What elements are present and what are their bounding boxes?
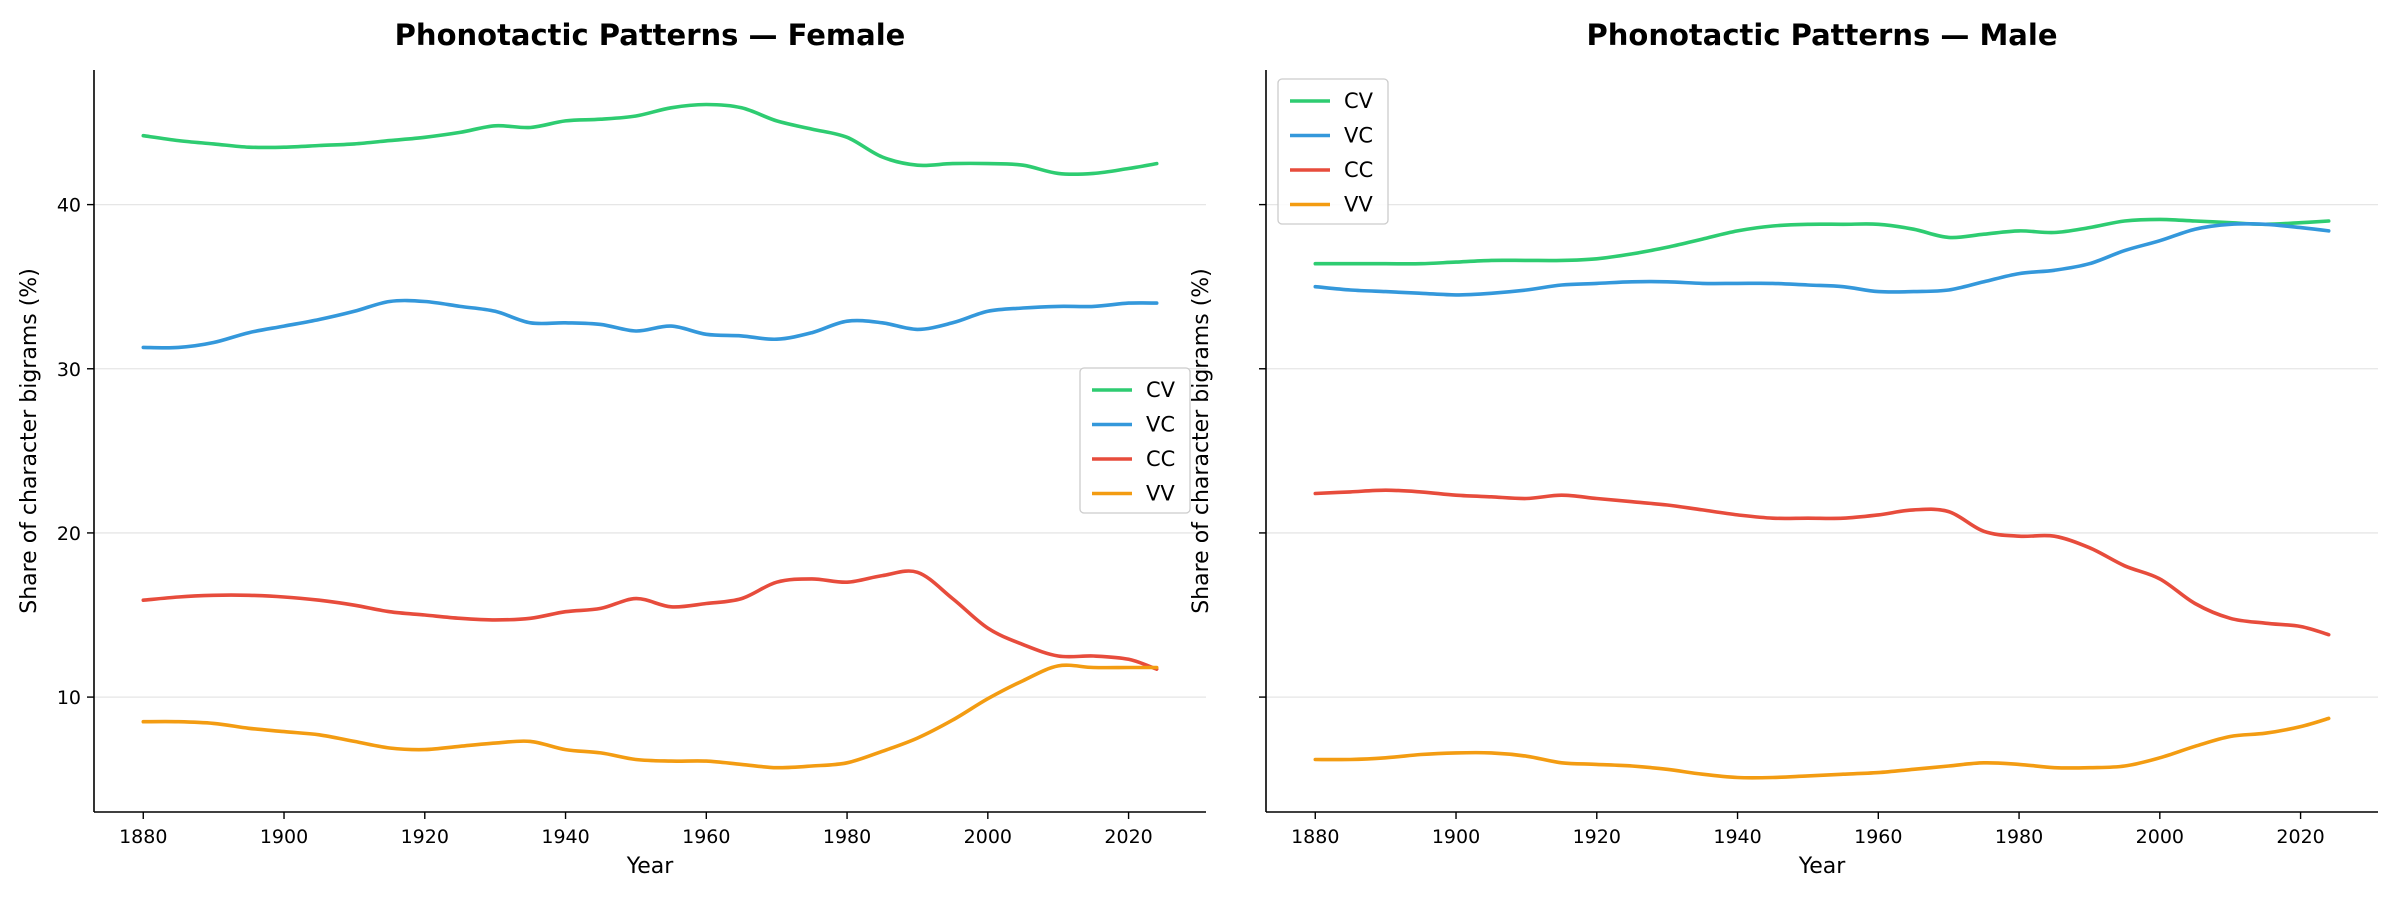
x-tick-label: 1900 xyxy=(260,826,308,848)
series-line-vv xyxy=(141,663,1159,770)
series-line-vc xyxy=(1313,222,2331,297)
legend-box xyxy=(1079,367,1191,514)
x-tick-label: 1980 xyxy=(1995,826,2043,848)
x-tick-label: 2000 xyxy=(964,826,1012,848)
legend: CV VC CC VV xyxy=(1079,367,1191,514)
chart-title: Phonotactic Patterns — Female xyxy=(395,18,906,52)
legend-label-cc: CC xyxy=(1344,158,1373,182)
x-tick-label: 1920 xyxy=(1573,826,1621,848)
x-axis-label: Year xyxy=(1798,854,1847,879)
x-tick-label: 1960 xyxy=(682,826,730,848)
male-chart-panel: 1880 1900 1920 1940 1960 1980 2000 2020 Phonotac… xyxy=(1189,18,2378,879)
x-tick-label: 1980 xyxy=(823,826,871,848)
y-tick-label: 10 xyxy=(57,687,81,709)
x-tick-label: 1940 xyxy=(1713,826,1761,848)
series-line-cv xyxy=(141,102,1159,177)
y-tick-label: 40 xyxy=(57,195,81,217)
x-tick-label: 1880 xyxy=(119,826,167,848)
legend-box xyxy=(1277,78,1389,225)
series-line-vc xyxy=(141,298,1159,350)
female-chart-panel: 1880 1900 1920 1940 1960 1980 2000 2020 10 20 30 40… xyxy=(17,18,1206,879)
x-tick-label: 1940 xyxy=(541,826,589,848)
y-tick-label: 30 xyxy=(57,359,81,381)
y-tick-label: 20 xyxy=(57,523,81,545)
y-axis-label: Share of character bigrams (%) xyxy=(17,268,42,614)
x-tick-label: 1900 xyxy=(1432,826,1480,848)
chart-title: Phonotactic Patterns — Male xyxy=(1587,18,2058,52)
x-tick-label: 1880 xyxy=(1291,826,1339,848)
x-axis-label: Year xyxy=(626,854,675,879)
legend-label-vv: VV xyxy=(1146,482,1175,506)
legend-label-cc: CC xyxy=(1146,447,1175,471)
series-line-cc xyxy=(141,569,1159,671)
x-tick-label: 1960 xyxy=(1854,826,1902,848)
legend-label-vc: VC xyxy=(1344,124,1373,148)
legend-label-cv: CV xyxy=(1344,89,1374,113)
series-line-cv xyxy=(1313,217,2331,266)
x-tick-label: 2020 xyxy=(2276,826,2324,848)
legend: CV VC CC VV xyxy=(1277,78,1389,225)
series-line-vv xyxy=(1313,716,2331,780)
legend-label-vc: VC xyxy=(1146,413,1175,437)
x-tick-label: 2020 xyxy=(1104,826,1152,848)
legend-label-cv: CV xyxy=(1146,378,1176,402)
x-tick-label: 1920 xyxy=(401,826,449,848)
legend-label-vv: VV xyxy=(1344,193,1373,217)
series-line-cc xyxy=(1313,488,2331,637)
x-tick-label: 2000 xyxy=(2136,826,2184,848)
y-axis-label: Share of character bigrams (%) xyxy=(1189,268,1214,614)
